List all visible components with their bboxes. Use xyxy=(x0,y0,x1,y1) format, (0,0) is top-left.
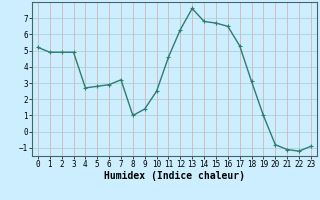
X-axis label: Humidex (Indice chaleur): Humidex (Indice chaleur) xyxy=(104,171,245,181)
